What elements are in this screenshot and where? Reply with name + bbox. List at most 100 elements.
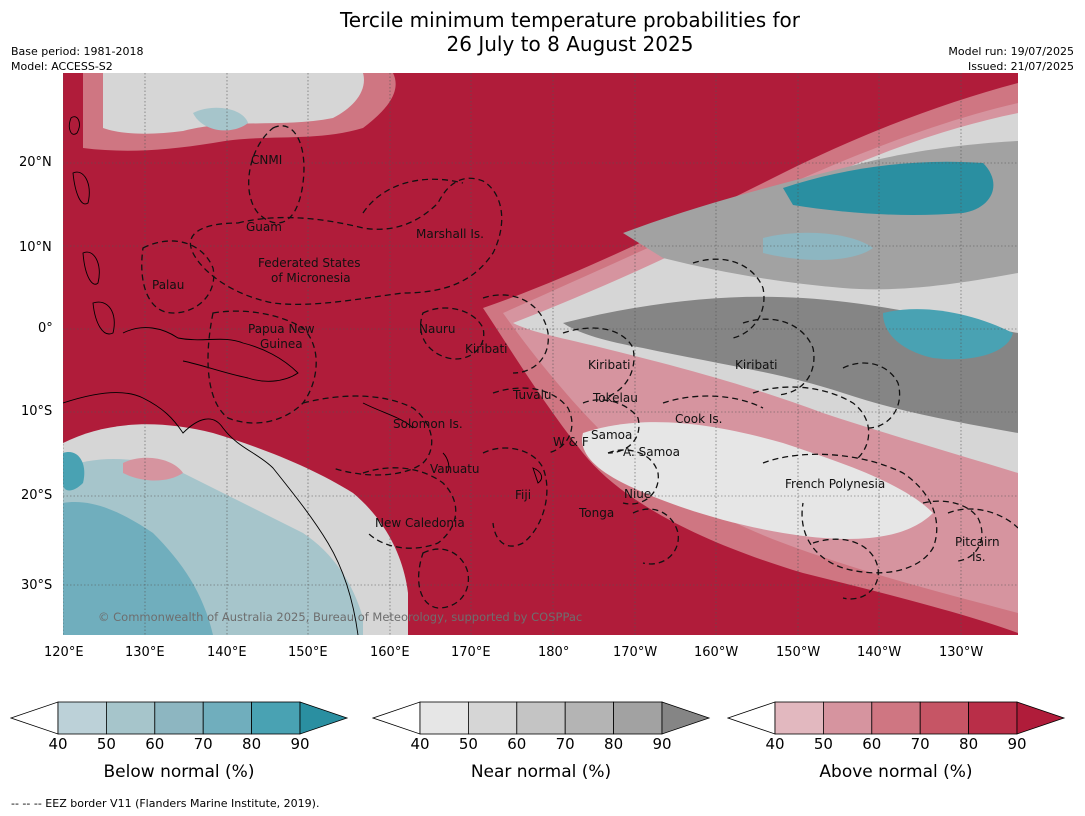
label-cnmi: CNMI: [251, 153, 282, 167]
eez-borders: [141, 125, 1018, 609]
title-line-2: 26 July to 8 August 2025: [446, 32, 694, 56]
model-name: Model: ACCESS-S2: [11, 60, 113, 73]
label-png-2: Guinea: [260, 337, 303, 351]
above-bar-max-triangle: [1016, 701, 1066, 735]
label-french-polynesia: French Polynesia: [785, 477, 885, 491]
lat-label-10s: 10°S: [21, 404, 53, 419]
title-line-1: Tercile minimum temperature probabilitie…: [339, 8, 801, 32]
above-bar-segment: [774, 701, 824, 735]
lon-label-150e: 150°E: [288, 645, 328, 660]
lat-label-20s: 20°S: [21, 488, 53, 503]
lon-label-170e: 170°E: [451, 645, 491, 660]
near-tick-label: 50: [458, 735, 478, 753]
near-normal-label: Near normal (%): [470, 762, 612, 782]
label-nauru: Nauru: [419, 322, 455, 336]
label-new-caledonia: New Caledonia: [375, 516, 465, 530]
lon-label-130e: 130°E: [125, 645, 165, 660]
below-bar-segment: [202, 701, 252, 735]
label-niue: Niue: [624, 487, 651, 501]
near-bar-segment: [419, 701, 469, 735]
near-tick-label: 60: [507, 735, 527, 753]
above-tick-label: 80: [959, 735, 979, 753]
east-below-patch-north: [783, 161, 994, 216]
lon-label-180: 180°: [538, 645, 570, 660]
below-bar-segment: [251, 701, 301, 735]
above-bar-segment: [919, 701, 969, 735]
below-tick-label: 70: [193, 735, 213, 753]
label-palau: Palau: [152, 278, 184, 292]
above-bar-segment: [823, 701, 873, 735]
above-tick-label: 50: [813, 735, 833, 753]
map-title: Tercile minimum temperature probabilitie…: [0, 8, 1085, 56]
label-kiribati-west: Kiribati: [465, 342, 507, 356]
label-tuvalu: Tuvalu: [512, 388, 552, 402]
near-tick-label: 40: [410, 735, 430, 753]
lon-label-160e: 160°E: [370, 645, 410, 660]
near-bar-segment: [468, 701, 518, 735]
below-tick-label: 50: [96, 735, 116, 753]
above-tick-label: 90: [1007, 735, 1027, 753]
lat-label-20n: 20°N: [19, 155, 52, 170]
lon-label-170w: 170°W: [613, 645, 658, 660]
below-bar-segment: [57, 701, 107, 735]
near-bar-segment: [516, 701, 566, 735]
lon-label-140w: 140°W: [857, 645, 902, 660]
below-tick-label: 40: [48, 735, 68, 753]
graticule: [63, 73, 1018, 635]
se-near-normal-patch: [582, 422, 933, 539]
below-bar-max-triangle: [299, 701, 349, 735]
colorbar-above-normal: [727, 701, 1066, 735]
near-bar-segment: [613, 701, 663, 735]
lon-label-140e: 140°E: [207, 645, 247, 660]
above-bar-min-triangle: [727, 701, 776, 735]
lon-label-130w: 130°W: [939, 645, 984, 660]
east-below-patch-equator: [883, 309, 1013, 360]
copyright-notice: © Commonwealth of Australia 2025, Bureau…: [98, 610, 583, 624]
label-cook-islands: Cook Is.: [675, 412, 722, 426]
near-bar-segment: [564, 701, 614, 735]
label-png-1: Papua New: [248, 322, 315, 336]
near-bar-max-triangle: [661, 701, 711, 735]
east-below-patch-light: [763, 232, 873, 260]
eez-footnote: -- -- -- EEZ border V11 (Flanders Marine…: [11, 797, 320, 810]
colorbar-below-normal: [10, 701, 349, 735]
label-pitcairn-2: Is.: [972, 550, 986, 564]
label-samoa: Samoa: [591, 428, 632, 442]
lat-label-0: 0°: [38, 321, 53, 336]
label-fsm-1: Federated States: [258, 256, 360, 270]
meta-left: Base period: 1981-2018 Model: ACCESS-S2: [11, 44, 143, 74]
label-tonga: Tonga: [578, 506, 614, 520]
australia-below-dark: [63, 502, 213, 635]
australia-below-teal: [63, 452, 85, 491]
below-tick-label: 90: [290, 735, 310, 753]
label-fsm-2: of Micronesia: [271, 271, 351, 285]
model-run: Model run: 19/07/2025: [948, 45, 1074, 58]
lon-label-150w: 150°W: [776, 645, 821, 660]
label-vanuatu: Vanuatu: [430, 462, 480, 476]
label-tokelau: Tokelau: [592, 391, 638, 405]
label-kiribati-east: Kiribati: [735, 358, 777, 372]
near-tick-label: 90: [652, 735, 672, 753]
lon-label-160w: 160°W: [694, 645, 739, 660]
above-tick-label: 60: [862, 735, 882, 753]
colorbar-near-normal: [372, 701, 711, 735]
meta-right: Model run: 19/07/2025 Issued: 21/07/2025: [948, 44, 1074, 74]
coastlines: [63, 116, 543, 635]
above-tick-label: 40: [765, 735, 785, 753]
below-bar-segment: [154, 701, 204, 735]
below-bar-min-triangle: [10, 701, 59, 735]
above-bar-segment: [871, 701, 921, 735]
lat-label-10n: 10°N: [19, 240, 52, 255]
above-bar-segment: [968, 701, 1018, 735]
lat-label-30s: 30°S: [21, 578, 53, 593]
nw-below-patch: [193, 107, 248, 131]
issued-date: Issued: 21/07/2025: [967, 60, 1074, 73]
nw-near-normal-light: [103, 73, 364, 134]
label-american-samoa: A. Samoa: [623, 445, 680, 459]
label-fiji: Fiji: [515, 488, 531, 502]
above-normal-label: Above normal (%): [819, 762, 973, 782]
below-bar-segment: [106, 701, 156, 735]
label-wallis-futuna: W & F: [553, 435, 589, 449]
above-tick-label: 70: [910, 735, 930, 753]
base-period: Base period: 1981-2018: [11, 45, 144, 58]
